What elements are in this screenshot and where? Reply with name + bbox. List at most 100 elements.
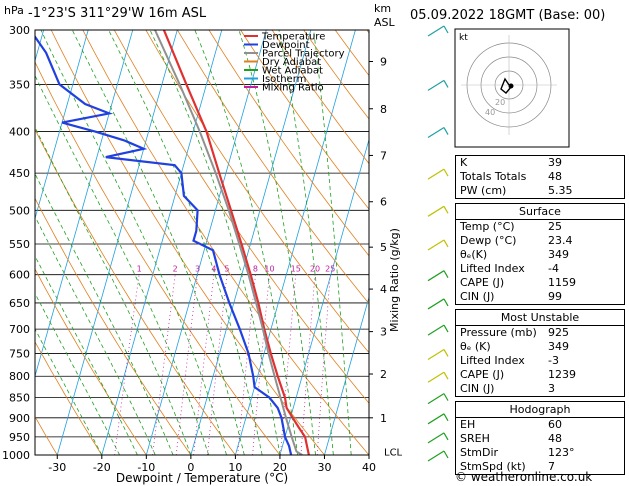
pressure-tick-850: 850	[9, 392, 30, 405]
km-tick-3: 3	[380, 326, 387, 339]
km-tick-2: 2	[380, 368, 387, 381]
legend-label-6: Mixing Ratio	[262, 83, 324, 94]
series-parcel-trajectory	[154, 30, 303, 455]
mu-pressure: Pressure (mb) 925	[460, 326, 569, 339]
forecast-datetime: 05.09.2022 18GMT (Base: 00)	[410, 8, 606, 23]
pressure-tick-700: 700	[9, 323, 30, 336]
hodograph-ring-label-0: 20	[495, 98, 505, 107]
mu-cape: CAPE (J) 1239	[460, 368, 576, 381]
wind-barb-500	[427, 205, 445, 217]
km-unit: km	[374, 2, 391, 15]
dry-adiabat	[35, 268, 147, 455]
pressure-tick-400: 400	[9, 126, 30, 139]
station-location: -1°23'S 311°29'W 16m ASL	[28, 6, 207, 21]
mixing-ratio-label-8: 8	[253, 265, 258, 274]
wet-adiabat	[40, 30, 227, 455]
basic-indices: K 39 Totals Totals 48 PW (cm) 5.35	[455, 155, 625, 199]
pressure-tick-750: 750	[9, 347, 30, 360]
wind-barb-tick-300	[443, 25, 449, 34]
surface-cin: CIN (J) 99	[460, 290, 562, 303]
mixing-ratio-label-5: 5	[224, 265, 229, 274]
mu-theta: θₑ (K) 349	[460, 340, 569, 353]
most-unstable-title: Most Unstable	[456, 310, 624, 326]
pressure-tick-800: 800	[9, 370, 30, 383]
mixing-ratio-label-15: 15	[291, 265, 301, 274]
km-tick-6: 6	[380, 196, 387, 209]
pressure-tick-350: 350	[9, 78, 30, 91]
wind-barb-tick-500	[443, 206, 449, 214]
pressure-tick-900: 900	[9, 412, 30, 425]
wind-barb-600	[427, 270, 445, 282]
dry-adiabat	[82, 30, 369, 455]
wind-barb-950	[427, 432, 445, 444]
wind-barb-tick-800	[443, 371, 449, 380]
wind-barb-tick-600	[443, 270, 449, 278]
pressure-tick-950: 950	[9, 431, 30, 444]
wind-barb-650	[427, 298, 445, 310]
wind-barbs	[427, 25, 449, 462]
hodograph-ring-label-1: 40	[485, 108, 495, 117]
dry-adiabat	[113, 30, 369, 404]
mixing-ratio-line	[252, 274, 270, 455]
wind-barb-1000	[427, 450, 445, 462]
hpa-unit: hPa	[4, 4, 24, 17]
wet-adiabat	[35, 74, 210, 455]
wind-barb-tick-900	[443, 413, 449, 422]
legend-label-1: Dewpoint	[262, 40, 310, 51]
wet-adiabat	[35, 328, 103, 455]
surface-cape: CAPE (J) 1159	[460, 276, 576, 289]
copyright-notice[interactable]: © weatheronline.co.uk	[455, 470, 593, 484]
mixing-ratio-line	[152, 274, 176, 455]
mixing-ratio-line	[114, 274, 140, 455]
wind-barb-850	[427, 393, 445, 405]
dry-adiabat	[145, 30, 369, 354]
mixing-ratio-line	[300, 274, 316, 455]
legend-label-2: Parcel Trajectory	[262, 49, 345, 60]
chart-grid	[35, 30, 369, 455]
pressure-tick-300: 300	[9, 24, 30, 37]
mixing-ratio-label-1: 1	[137, 265, 142, 274]
dry-adiabat	[177, 30, 369, 305]
mixing-ratio-label-2: 2	[173, 265, 178, 274]
plot-frame	[34, 29, 370, 456]
wind-barb-750	[427, 348, 445, 360]
legend-label-4: Wet Adiabat	[262, 66, 323, 77]
mixing-ratio-line	[316, 274, 331, 455]
hodo-eh: EH 60	[460, 418, 562, 431]
x-tick--10: -10	[137, 461, 155, 474]
isotherm-10	[235, 30, 356, 455]
pressure-tick-550: 550	[9, 238, 30, 251]
mixing-ratio-label-4: 4	[211, 265, 216, 274]
wind-barb-tick-950	[443, 432, 449, 441]
mixing-ratio-label-25: 25	[325, 265, 335, 274]
wind-barb-tick-700	[443, 324, 449, 333]
wet-adiabat	[35, 255, 138, 455]
x-tick-20: 20	[273, 461, 287, 474]
x-tick--20: -20	[93, 461, 111, 474]
wet-adiabat	[108, 30, 263, 455]
hodo-stmspd: StmSpd (kt) 7	[460, 460, 555, 473]
isotherm-20	[279, 138, 369, 455]
dry-adiabat	[35, 197, 192, 455]
mixing-ratio-line	[193, 274, 215, 455]
mixing-ratio-line	[237, 274, 256, 455]
wet-adiabat	[35, 292, 120, 455]
mu-cin: CIN (J) 3	[460, 382, 555, 395]
wind-barb-350	[427, 79, 445, 91]
mixing-ratio-label-3: 3	[195, 265, 200, 274]
wind-barb-550	[427, 239, 445, 251]
surface-theta: θₑ(K) 349	[460, 248, 569, 261]
dry-adiabat	[208, 30, 369, 257]
km-tick-5: 5	[380, 241, 387, 254]
wet-adiabat	[194, 30, 299, 455]
hodograph-box: Hodograph EH 60 SREH 48 StmDir 123° StmSpd …	[455, 401, 625, 475]
wind-barb-tick-400	[443, 127, 449, 135]
wind-barb-400	[427, 127, 445, 139]
isotherm--50	[35, 30, 89, 220]
hodo-stmdir: StmDir 123°	[460, 446, 575, 459]
x-tick-0: 0	[187, 461, 194, 474]
dry-adiabat	[35, 128, 236, 455]
